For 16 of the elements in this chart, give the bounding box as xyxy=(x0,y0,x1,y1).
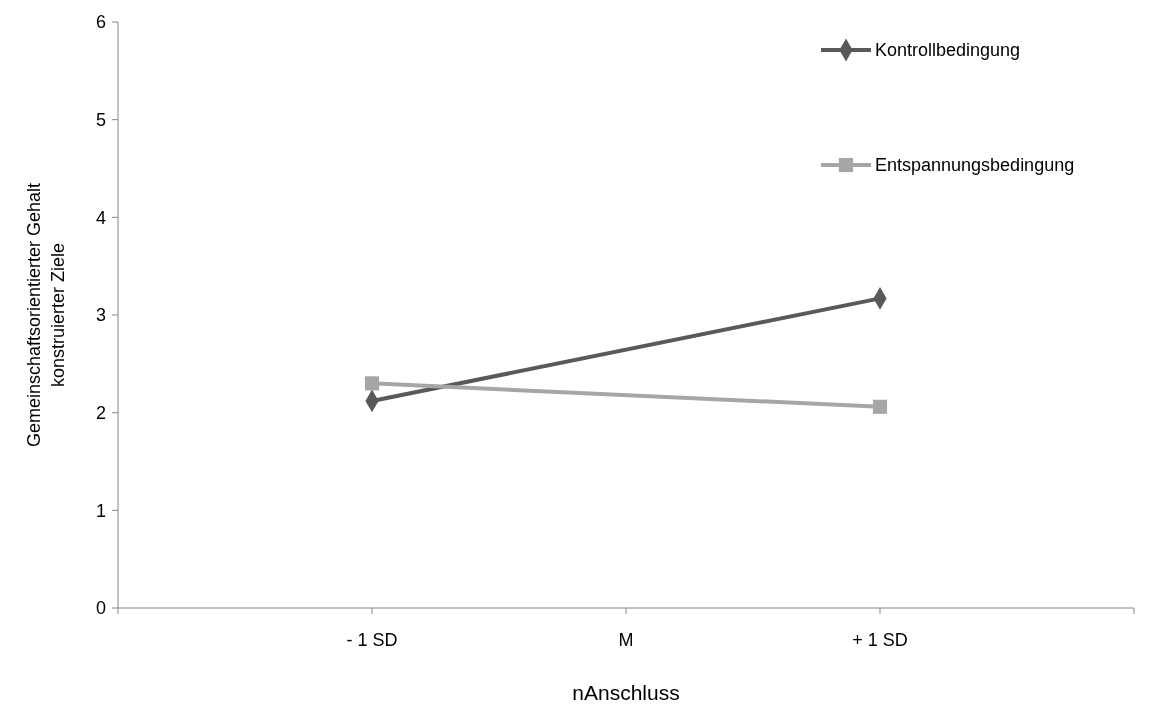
y-tick-label: 6 xyxy=(95,12,106,33)
y-tick-label: 3 xyxy=(95,305,106,326)
point xyxy=(364,376,380,391)
y-tick-label: 0 xyxy=(95,598,106,619)
y-tick-label: 4 xyxy=(95,207,106,228)
legend-label: Kontrollbedingung xyxy=(875,40,1021,61)
x-tick-label: M xyxy=(618,630,634,650)
y-tick-label: 1 xyxy=(95,500,106,521)
y-axis-title: Gemeinschaftsorientierter Gehalt konstruierter Ziele xyxy=(24,182,68,448)
x-tick-label: + 1 SD xyxy=(852,630,908,650)
y-tick-label: 2 xyxy=(95,402,106,423)
legend-label: Entspannungsbedingung xyxy=(875,155,1075,176)
x-axis-title: nAnschluss xyxy=(572,681,680,704)
y-tick-label: 5 xyxy=(95,109,106,130)
x-tick-label: - 1 SD xyxy=(346,630,398,650)
point xyxy=(872,399,888,414)
